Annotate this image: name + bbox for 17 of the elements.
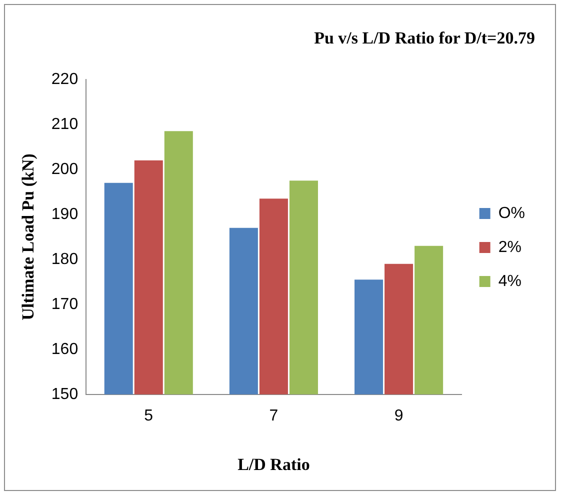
y-tick-label: 160 [51, 340, 78, 358]
legend-label: 4% [498, 272, 522, 290]
x-tick-label: 7 [269, 407, 278, 424]
y-tick-label: 210 [51, 116, 78, 133]
y-tick-label: 220 [51, 70, 78, 88]
y-tick-label: 170 [51, 296, 78, 313]
x-tick-label: 9 [394, 407, 404, 424]
y-tick-label: 200 [51, 160, 78, 178]
legend-label: 2% [498, 238, 522, 256]
x-axis-title: L/D Ratio [238, 455, 310, 474]
y-tick-label: 150 [51, 386, 78, 403]
y-tick-label: 190 [51, 206, 78, 223]
x-tick-label: 5 [144, 407, 154, 424]
y-axis-title: Ultimate Load Pu (kN) [18, 154, 38, 320]
chart-title: Pu v/s L/D Ratio for D/t=20.79 [314, 28, 535, 48]
y-tick-label: 180 [51, 250, 78, 268]
legend-label: O% [498, 204, 525, 222]
